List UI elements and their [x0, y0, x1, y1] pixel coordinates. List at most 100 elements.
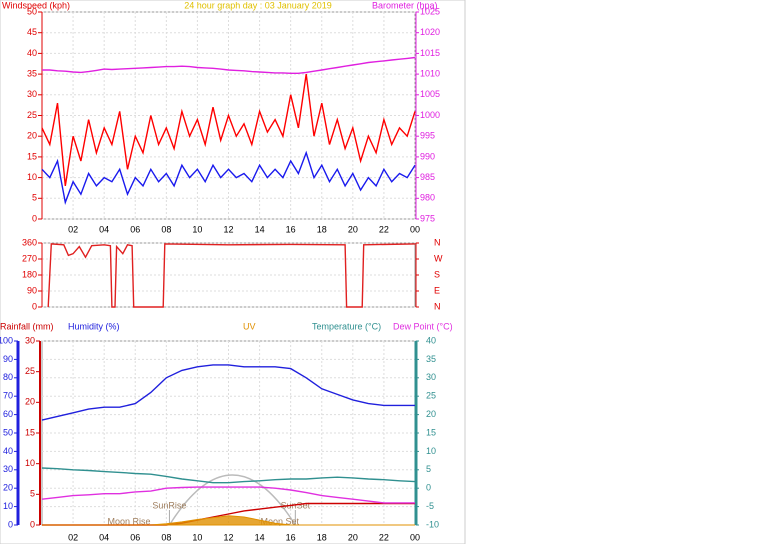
y2-tick-label: 40: [426, 335, 436, 345]
x-tick-label: 00: [410, 532, 420, 542]
y2-tick-label: -5: [426, 501, 434, 511]
y2-tick-label: 1015: [420, 48, 440, 58]
y2-tick-label: 0: [426, 483, 431, 493]
y-tick-label: 90: [27, 285, 37, 295]
y2-tick-label: E: [434, 285, 440, 295]
x-tick-label: 14: [255, 532, 265, 542]
x-tick-label: 20: [348, 532, 358, 542]
x-tick-label: 14: [255, 224, 265, 234]
annotation: Moon Rise: [108, 516, 151, 526]
series-label: Rainfall (mm): [0, 321, 54, 331]
y-tick-label: 180: [22, 269, 37, 279]
x-tick-label: 06: [130, 532, 140, 542]
y2-tick-label: 35: [426, 354, 436, 364]
y-tick-label: 25: [27, 110, 37, 120]
y2-tick-label: 1010: [420, 68, 440, 78]
y-tick-label: 20: [3, 483, 13, 493]
x-tick-label: 04: [99, 224, 109, 234]
y2-tick-label: -10: [426, 519, 439, 529]
y2-tick-label: 990: [420, 151, 435, 161]
y-tick-label: 40: [27, 48, 37, 58]
y-tick-label: 5: [32, 193, 37, 203]
y3-tick-label: 20: [25, 397, 35, 407]
sun-arc: [168, 474, 296, 526]
x-tick-label: 02: [68, 532, 78, 542]
y-tick-label: 50: [27, 6, 37, 16]
series-label: Humidity (%): [68, 321, 120, 331]
y-tick-label: 10: [3, 501, 13, 511]
x-tick-label: 00: [410, 224, 420, 234]
y-tick-label: 270: [22, 253, 37, 263]
y3-tick-label: 0: [30, 519, 35, 529]
y-tick-label: 35: [27, 68, 37, 78]
x-tick-label: 16: [286, 224, 296, 234]
y3-tick-label: 15: [25, 427, 35, 437]
x-tick-label: 08: [161, 532, 171, 542]
line: [41, 73, 416, 187]
y3-tick-label: 10: [25, 458, 35, 468]
x-tick-label: 10: [192, 532, 202, 542]
y-tick-label: 30: [27, 89, 37, 99]
y2-tick-label: 15: [426, 427, 436, 437]
y2-tick-label: 25: [426, 391, 436, 401]
y-tick-label: 100: [0, 335, 13, 345]
x-tick-label: 06: [130, 224, 140, 234]
x-tick-label: 20: [348, 224, 358, 234]
y2-tick-label: 20: [426, 409, 436, 419]
series-label: Dew Point (°C): [393, 321, 453, 331]
x-tick-label: 22: [379, 532, 389, 542]
x-tick-label: 02: [68, 224, 78, 234]
line: [47, 243, 416, 308]
x-tick-label: 12: [223, 532, 233, 542]
chart-title: 24 hour graph day : 03 January 2019: [184, 0, 332, 10]
annotation: Moon Set: [261, 516, 300, 526]
x-tick-label: 12: [223, 224, 233, 234]
y-tick-label: 0: [8, 519, 13, 529]
y3-tick-label: 25: [25, 366, 35, 376]
y2-tick-label: 995: [420, 131, 435, 141]
area: [42, 515, 415, 526]
y-tick-label: 20: [27, 131, 37, 141]
y2-tick-label: 10: [426, 446, 436, 456]
y-tick-label: 80: [3, 372, 13, 382]
y-tick-label: 15: [27, 151, 37, 161]
y2-tick-label: N: [434, 237, 441, 247]
y2-tick-label: 1000: [420, 110, 440, 120]
y-tick-label: 60: [3, 409, 13, 419]
x-tick-label: 18: [317, 224, 327, 234]
y3-tick-label: 5: [30, 489, 35, 499]
y3-tick-label: 30: [25, 335, 35, 345]
y-label: Windspeed (kph): [2, 0, 70, 10]
y-tick-label: 40: [3, 446, 13, 456]
y2-tick-label: 1025: [420, 6, 440, 16]
y2-tick-label: W: [434, 253, 443, 263]
line: [41, 486, 415, 504]
x-tick-label: 04: [99, 532, 109, 542]
line: [41, 364, 415, 421]
annotation: SunRise: [152, 500, 186, 510]
series-label: Temperature (°C): [312, 321, 381, 331]
x-tick-label: 10: [192, 224, 202, 234]
line: [41, 467, 416, 484]
line: [42, 56, 416, 74]
y-tick-label: 10: [27, 172, 37, 182]
y-tick-label: 0: [32, 213, 37, 223]
y-tick-label: 0: [32, 301, 37, 311]
y-tick-label: 70: [3, 391, 13, 401]
y2-tick-label: 975: [420, 213, 435, 223]
y-tick-label: 45: [27, 27, 37, 37]
y2-tick-label: 30: [426, 372, 436, 382]
y2-tick-label: 980: [420, 193, 435, 203]
y2-tick-label: 1020: [420, 27, 440, 37]
plot-area: [41, 242, 416, 308]
y2-tick-label: 985: [420, 172, 435, 182]
y2-tick-label: S: [434, 269, 440, 279]
y-tick-label: 30: [3, 464, 13, 474]
series-label: UV: [243, 321, 256, 331]
y2-label: Barometer (hpa): [372, 0, 438, 10]
y2-tick-label: N: [434, 301, 441, 311]
y-tick-label: 50: [3, 427, 13, 437]
y-tick-label: 90: [3, 354, 13, 364]
x-tick-label: 08: [161, 224, 171, 234]
